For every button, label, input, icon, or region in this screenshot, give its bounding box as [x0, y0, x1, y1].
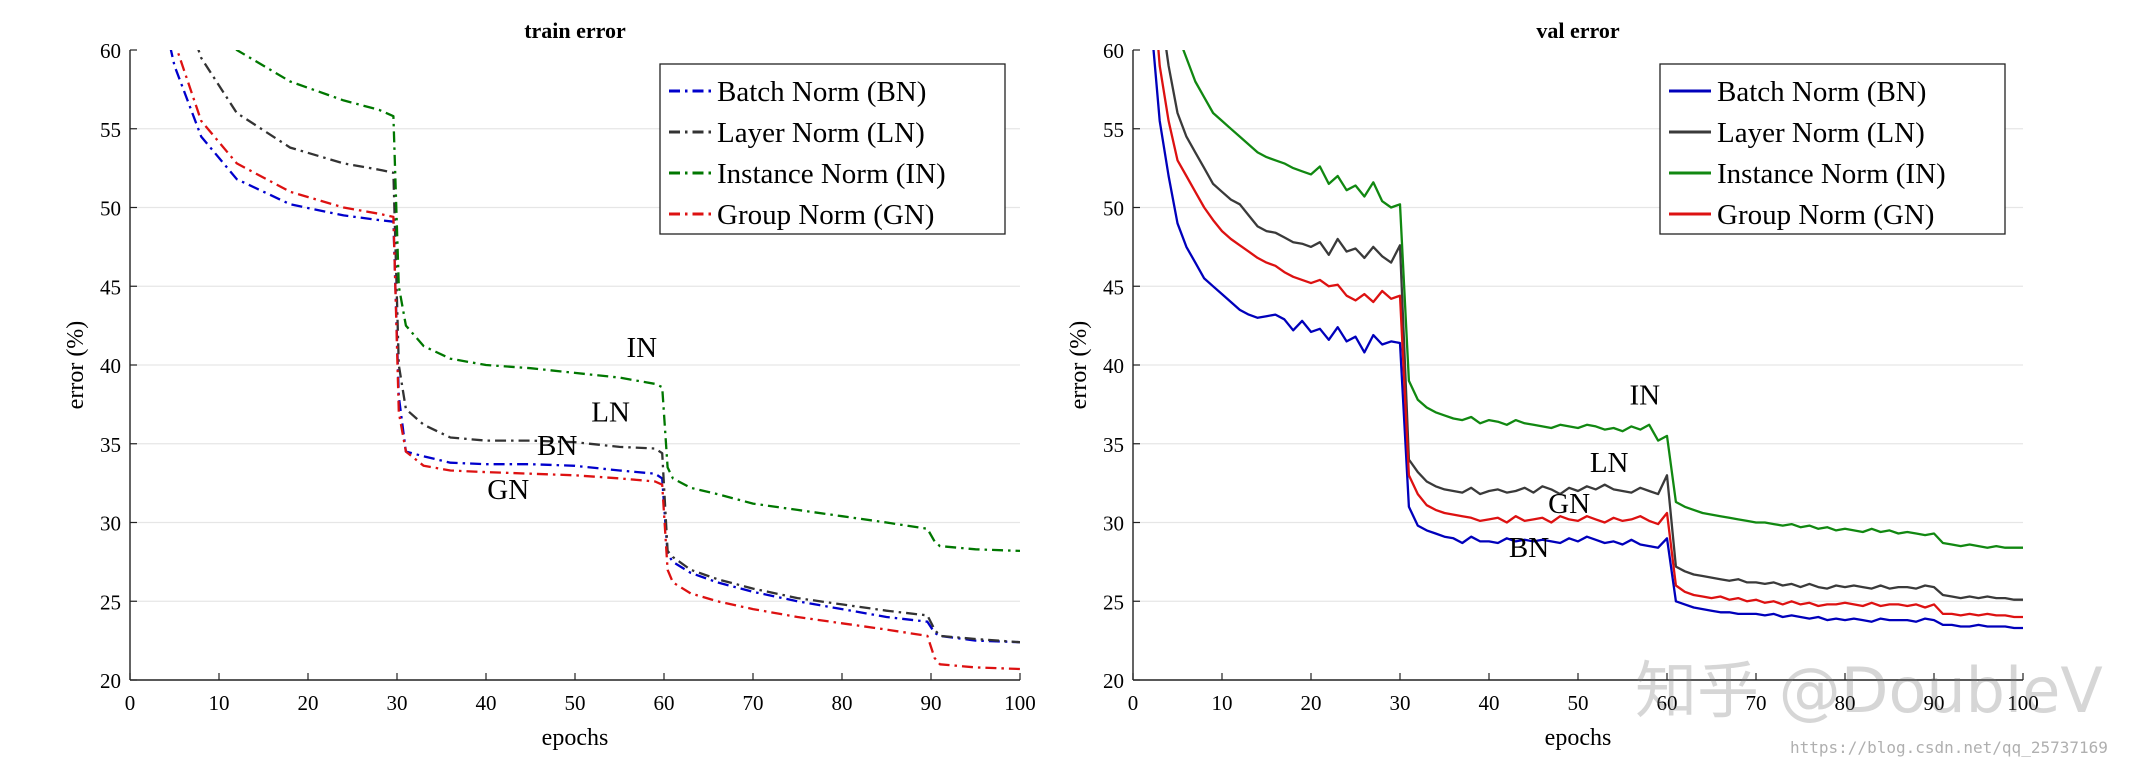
chart-1-y-tick-label: 45: [100, 275, 121, 299]
chart-2-series-2-line: [1165, 50, 2023, 601]
chart-2-legend-label-2: Layer Norm (LN): [1717, 117, 1925, 149]
chart-2-x-tick-label: 70: [1746, 691, 1767, 715]
chart-1-x-tick-label: 100: [1004, 691, 1036, 715]
chart-2-y-tick-label: 45: [1103, 275, 1124, 299]
chart-1-series-1-line: [169, 50, 1020, 644]
chart-2-legend: Batch Norm (BN) Layer Norm (LN) Instance N…: [1659, 63, 2006, 235]
chart-1-legend: Batch Norm (BN) Layer Norm (LN) Instance N…: [659, 63, 1006, 235]
chart-2-legend-label-3: Instance Norm (IN): [1717, 158, 1946, 190]
chart-1-annotation-gn: GN: [487, 474, 529, 506]
chart-1-x-tick-label: 90: [921, 691, 942, 715]
chart-1-x-tick-label: 0: [125, 691, 136, 715]
chart-1-x-tick-label: 60: [654, 691, 675, 715]
chart-2-x-tick-label: 0: [1128, 691, 1139, 715]
chart-2-annotation-in: IN: [1629, 379, 1660, 411]
chart-1-y-label: error (%): [63, 321, 89, 410]
chart-2-x-tick-label: 50: [1568, 691, 1589, 715]
chart-1-x-tick-label: 30: [387, 691, 408, 715]
chart-1-x-label: epochs: [542, 725, 609, 751]
chart-1-y-tick-label: 25: [100, 590, 121, 614]
watermark-url: https://blog.csdn.net/qq_25737169: [1790, 738, 2108, 757]
chart-1-x-tick-label: 10: [209, 691, 230, 715]
chart-2-legend-label-1: Batch Norm (BN): [1717, 76, 1926, 108]
chart-1-series-4-line: [175, 50, 1020, 671]
chart-2-x-tick-label: 60: [1657, 691, 1678, 715]
chart-1-x-tick-label: 70: [743, 691, 764, 715]
chart-2: 0 10 20 30 40 50 60 70 80 90 100 20 25 30 35 40 45 50 55 60…: [1066, 18, 2039, 751]
chart-2-series-3-line: [1182, 50, 2023, 549]
chart-2-x-label: epochs: [1545, 725, 1612, 751]
chart-1-y-tick-label: 20: [100, 669, 121, 693]
chart-2-x-tick-label: 10: [1212, 691, 1233, 715]
chart-2-x-tick-label: 80: [1835, 691, 1856, 715]
chart-1-annotation-in: IN: [626, 332, 657, 364]
chart-2-y-tick-label: 30: [1103, 512, 1124, 536]
chart-2-y-tick-label: 60: [1103, 39, 1124, 63]
chart-2-title: val error: [1536, 18, 1620, 43]
chart-1-x-tick-label: 50: [565, 691, 586, 715]
chart-1-annotation-ln: LN: [591, 397, 630, 429]
chart-1-x-tick-label: 20: [298, 691, 319, 715]
chart-1-x-tick-label: 80: [832, 691, 853, 715]
chart-1-y-tick-label: 60: [100, 39, 121, 63]
chart-2-x-tick-label: 100: [2007, 691, 2039, 715]
chart-2-y-tick-label: 35: [1103, 433, 1124, 457]
chart-2-x-tick-label: 40: [1479, 691, 1500, 715]
chart-1-legend-label-3: Instance Norm (IN): [717, 158, 946, 190]
chart-1-y-tick-label: 55: [100, 118, 121, 142]
chart-2-y-tick-label: 20: [1103, 669, 1124, 693]
chart-2-y-label: error (%): [1066, 321, 1092, 410]
chart-2-x-tick-label: 20: [1301, 691, 1322, 715]
chart-2-annotation-gn: GN: [1548, 488, 1590, 520]
chart-2-series-4-line: [1157, 50, 2023, 619]
chart-1-y-tick-label: 35: [100, 433, 121, 457]
chart-1-legend-label-2: Layer Norm (LN): [717, 117, 925, 149]
chart-2-legend-box: [1659, 63, 2006, 235]
chart-2-x-tick-label: 30: [1390, 691, 1411, 715]
chart-1-y-tick-label: 50: [100, 197, 121, 221]
chart-2-legend-label-4: Group Norm (GN): [1717, 199, 1934, 231]
chart-1-legend-box: [659, 63, 1006, 235]
chart-1-annotation-bn: BN: [537, 430, 577, 462]
chart-1-legend-label-4: Group Norm (GN): [717, 199, 934, 231]
chart-1-x-tick-label: 40: [476, 691, 497, 715]
chart-2-y-tick-label: 25: [1103, 590, 1124, 614]
chart-1-series-2-line: [197, 50, 1020, 644]
chart-1-legend-label-1: Batch Norm (BN): [717, 76, 926, 108]
chart-2-x-tick-label: 90: [1924, 691, 1945, 715]
chart-1-y-tick-label: 30: [100, 512, 121, 536]
chart-2-series-1-line: [1152, 50, 2023, 630]
chart-2-y-tick-label: 40: [1103, 354, 1124, 378]
chart-2-y-tick-label: 55: [1103, 118, 1124, 142]
watermark-text: 知乎 @DoubleV: [1635, 654, 2103, 727]
chart-1-title: train error: [524, 18, 626, 43]
chart-2-annotation-ln: LN: [1590, 447, 1629, 479]
chart-2-annotation-bn: BN: [1509, 532, 1549, 564]
chart-1-y-tick-label: 40: [100, 354, 121, 378]
chart-1-series-3-line: [235, 50, 1020, 553]
chart-2-y-tick-label: 50: [1103, 197, 1124, 221]
chart-1: 0 10 20 30 40 50 60 70 80 90 100 20 25 30 35 40 45 50 55 60…: [63, 18, 1036, 751]
